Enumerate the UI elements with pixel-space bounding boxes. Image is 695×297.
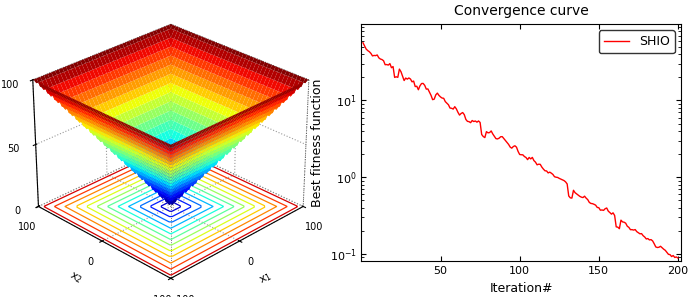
X-axis label: x$_1$: x$_1$ [257,270,275,287]
Y-axis label: x$_2$: x$_2$ [67,270,84,287]
Legend: SHIO: SHIO [599,30,675,53]
X-axis label: Iteration#: Iteration# [489,282,553,295]
SHIO [378,58,386,61]
SHIO [443,101,451,105]
SHIO [658,246,667,249]
Y-axis label: Best fitness function: Best fitness function [311,78,324,207]
SHIO [371,54,379,57]
SHIO [359,41,367,45]
SHIO [673,256,682,260]
Title: Convergence curve: Convergence curve [454,4,589,18]
SHIO [418,82,426,85]
SHIO [647,238,655,241]
Line: SHIO: SHIO [363,43,678,258]
